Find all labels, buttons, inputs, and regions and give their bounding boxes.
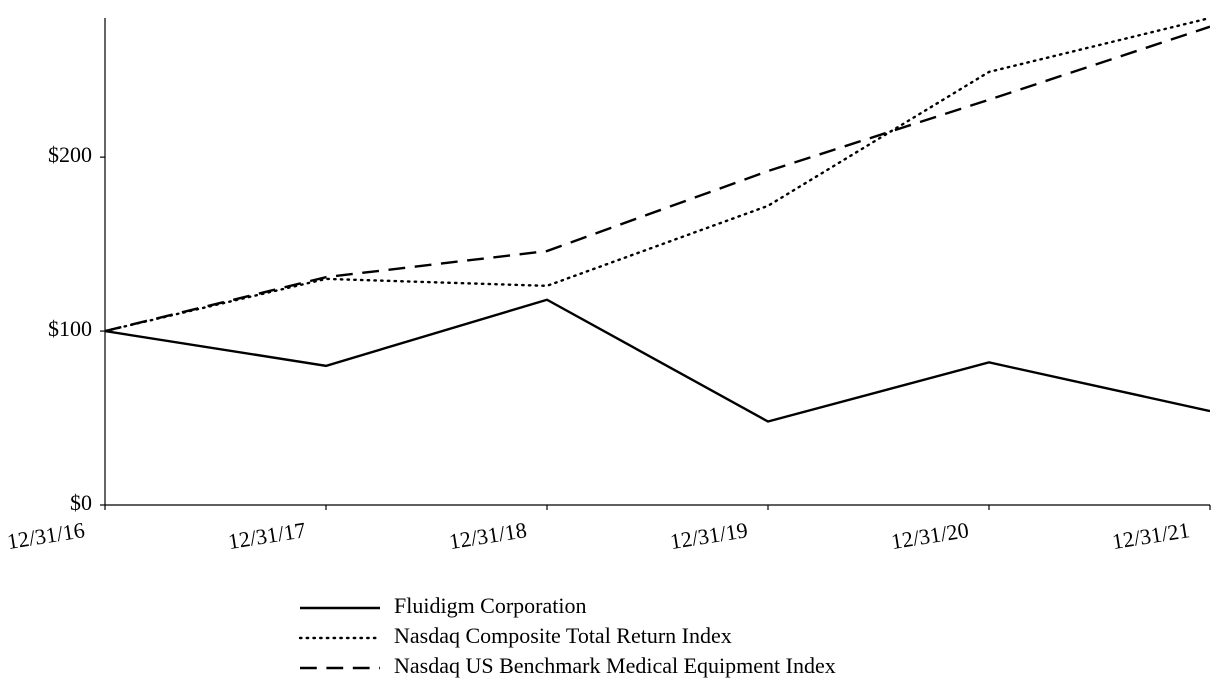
legend-label-nasdaq_composite: Nasdaq Composite Total Return Index xyxy=(394,623,732,648)
x-tick-label: 12/31/20 xyxy=(889,517,970,554)
series-group xyxy=(105,18,1210,422)
x-tick-label: 12/31/17 xyxy=(226,517,307,554)
x-tick-label: 12/31/18 xyxy=(447,517,528,554)
series-nasdaq_med_equip xyxy=(105,27,1210,331)
x-tick-label: 12/31/21 xyxy=(1110,517,1191,554)
y-tick-label: $200 xyxy=(48,142,92,167)
y-tick-label: $100 xyxy=(48,316,92,341)
stock-performance-chart: $0 $100 $200 12/31/16 12/31/17 12/31/18 12/31/… xyxy=(0,0,1226,700)
x-tick-label: 12/31/19 xyxy=(668,517,749,554)
legend-label-nasdaq_med_equip: Nasdaq US Benchmark Medical Equipment In… xyxy=(394,653,836,678)
series-nasdaq_composite xyxy=(105,18,1210,331)
series-fluidigm xyxy=(105,300,1210,422)
chart-svg: $0 $100 $200 12/31/16 12/31/17 12/31/18 12/31/… xyxy=(0,0,1226,700)
legend-label-fluidigm: Fluidigm Corporation xyxy=(394,593,587,618)
x-tick-label: 12/31/16 xyxy=(5,517,86,554)
y-tick-label: $0 xyxy=(70,490,92,515)
